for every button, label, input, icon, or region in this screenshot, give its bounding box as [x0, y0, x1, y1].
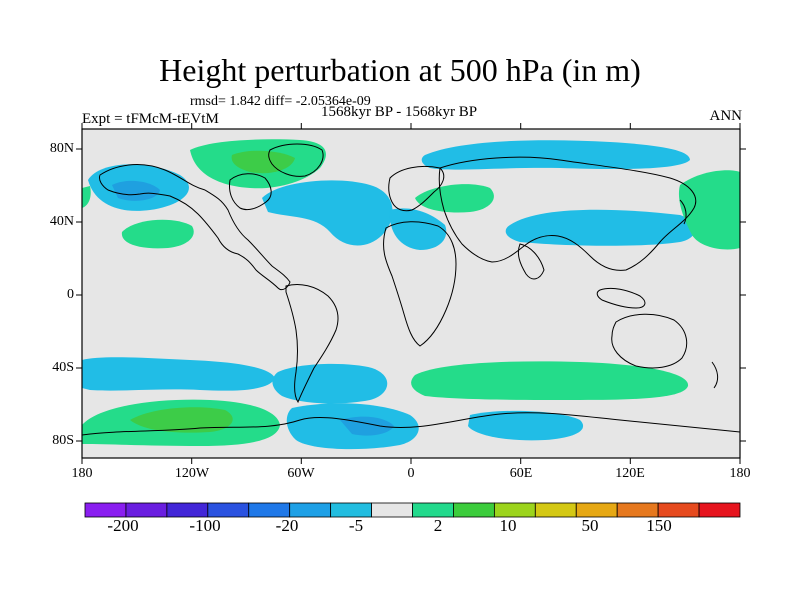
colorbar-swatch [84, 502, 127, 518]
colorbar-swatch [166, 502, 209, 518]
colorbar-swatch [453, 502, 495, 518]
colorbar-label: 2 [433, 516, 443, 535]
colorbar-swatch [616, 502, 659, 518]
colorbar-label: 150 [646, 516, 672, 535]
coastlines [82, 143, 740, 436]
colorbar-swatch [207, 502, 250, 518]
colorbar-label: -100 [189, 516, 221, 535]
season-label: ANN [709, 108, 743, 124]
lon-label-0: 0 [407, 466, 415, 481]
lat-label-80n: 80N [49, 141, 74, 156]
contour-field [82, 139, 740, 450]
coast-japan [679, 199, 687, 225]
lat-label-40s: 40S [52, 360, 74, 375]
coast-europe [388, 165, 445, 212]
colorbar-label: 50 [581, 516, 599, 535]
lat-label-80s: 80S [52, 433, 74, 448]
coast-africa [383, 221, 457, 347]
coast-asia [438, 156, 697, 271]
blue-region-south-indian [468, 410, 584, 441]
blue-region-east-asia [505, 209, 695, 246]
blue-region-central-asia [389, 208, 447, 250]
coast-australia [611, 313, 688, 369]
colorbar-swatch [534, 502, 577, 518]
coast-north-america [99, 164, 291, 291]
lon-ticks [81, 123, 741, 464]
colorbar-label: -200 [107, 516, 139, 535]
colorbar-swatch [698, 502, 741, 518]
green-region-north-pacific-east [678, 170, 740, 250]
blue-region-south-pacific [82, 357, 275, 391]
blue-region-eurasia-north [421, 140, 690, 170]
colorbar-label: -5 [348, 516, 364, 535]
colorbar-swatch [125, 502, 168, 518]
blue-core-north-pacific [112, 180, 160, 201]
green-region-south-indian [411, 361, 689, 400]
colorbar [84, 502, 741, 518]
lat-label-0: 0 [67, 287, 74, 302]
lon-label-60w: 60W [287, 466, 315, 481]
lon-label-120e: 120E [615, 466, 645, 481]
coast-north-america-east [229, 173, 272, 211]
colorbar-label: 10 [499, 516, 517, 535]
colorbar-swatch [493, 502, 536, 518]
lon-label-180-west: 180 [71, 466, 93, 481]
lon-label-180-east: 180 [729, 466, 751, 481]
colorbar-swatch [330, 502, 372, 518]
green-region-central-pacific [121, 219, 194, 249]
coast-south-america [285, 283, 339, 404]
blue-region-north-atlantic [262, 180, 393, 246]
blue-region-south-atlantic [272, 363, 388, 404]
period-label: 1568kyr BP - 1568kyr BP [321, 104, 478, 120]
colorbar-swatch [657, 502, 700, 518]
lon-label-120w: 120W [174, 466, 210, 481]
lat-ticks [76, 148, 746, 442]
colorbar-swatch [248, 502, 291, 518]
lon-label-60e: 60E [509, 466, 533, 481]
coast-maritime-continent [596, 287, 646, 309]
colorbar-swatch [371, 502, 413, 518]
colorbar-swatch [412, 502, 454, 518]
colorbar-label: -20 [275, 516, 299, 535]
coast-new-zealand [711, 361, 719, 389]
coast-antarctica [82, 412, 740, 436]
lat-label-40n: 40N [49, 214, 74, 229]
green-core-south-pacific [130, 407, 233, 433]
stats-label: rmsd= 1.842 diff= -2.05364e-09 [190, 94, 371, 109]
colorbar-swatch [575, 502, 618, 518]
coast-greenland [268, 143, 324, 177]
experiment-label: Expt = tFMcM-tEVtM [82, 111, 219, 127]
colorbar-swatch [289, 502, 332, 518]
plot-title: Height perturbation at 500 hPa (in m) [159, 52, 641, 88]
coast-india [517, 243, 545, 280]
green-core-arctic [231, 150, 295, 174]
green-region-dateline-west [82, 186, 91, 208]
